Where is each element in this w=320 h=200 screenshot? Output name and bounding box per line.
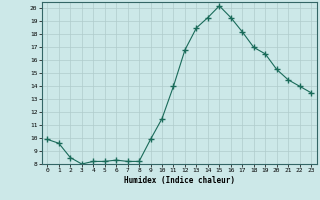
X-axis label: Humidex (Indice chaleur): Humidex (Indice chaleur) <box>124 176 235 185</box>
